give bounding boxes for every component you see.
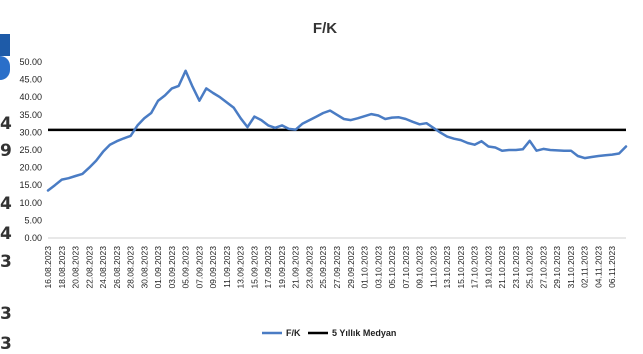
x-tick-label: 17.09.2023: [263, 246, 273, 289]
x-tick-label: 19.10.2023: [483, 246, 493, 289]
legend-label-median: 5 Yıllık Medyan: [332, 328, 396, 338]
edge-fragment-6: 3: [0, 304, 12, 324]
y-tick-label: 25.00: [19, 145, 42, 155]
y-tick-label: 0.00: [24, 233, 42, 243]
edge-fragment-5: 3: [0, 252, 12, 272]
x-tick-label: 20.08.2023: [71, 246, 81, 289]
x-tick-label: 27.10.2023: [538, 246, 548, 289]
x-tick-label: 13.10.2023: [442, 246, 452, 289]
series-line-fk: [46, 69, 628, 192]
y-tick-label: 45.00: [19, 75, 42, 85]
y-tick-label: 40.00: [19, 92, 42, 102]
edge-fragment-4: 4: [0, 224, 12, 244]
edge-color-block-2: [0, 56, 10, 80]
x-tick-label: 23.10.2023: [511, 246, 521, 289]
x-tick-label: 29.10.2023: [552, 246, 562, 289]
y-tick-label: 50.00: [19, 57, 42, 67]
x-tick-label: 25.10.2023: [525, 246, 535, 289]
x-tick-label: 09.10.2023: [415, 246, 425, 289]
x-tick-label: 21.10.2023: [497, 246, 507, 289]
x-tick-label: 11.10.2023: [428, 246, 438, 288]
x-tick-label: 23.09.2023: [304, 246, 314, 289]
x-tick-label: 21.09.2023: [291, 246, 301, 289]
x-tick-label: 17.10.2023: [470, 246, 480, 289]
x-tick-label: 05.10.2023: [387, 246, 397, 289]
x-tick-label: 09.09.2023: [208, 246, 218, 289]
y-tick-label: 35.00: [19, 110, 42, 120]
y-tick-label: 30.00: [19, 127, 42, 137]
x-tick-label: 07.09.2023: [194, 246, 204, 289]
x-tick-label: 03.10.2023: [373, 246, 383, 289]
x-tick-label: 07.10.2023: [401, 246, 411, 289]
edge-color-block: [0, 34, 10, 56]
chart-legend: F/K 5 Yıllık Medyan: [262, 328, 396, 338]
x-tick-label: 03.09.2023: [167, 246, 177, 289]
x-tick-label: 26.08.2023: [112, 246, 122, 289]
x-tick-label: 05.09.2023: [181, 246, 191, 289]
legend-label-fk: F/K: [286, 328, 301, 338]
x-tick-label: 28.08.2023: [126, 246, 136, 289]
y-tick-label: 20.00: [19, 163, 42, 173]
x-tick-label: 06.11.2023: [607, 246, 617, 288]
x-tick-label: 01.09.2023: [153, 246, 163, 289]
x-tick-label: 11.09.2023: [222, 246, 232, 288]
x-tick-label: 04.11.2023: [593, 246, 603, 288]
x-tick-label: 31.10.2023: [566, 246, 576, 289]
chart-title: F/K: [313, 20, 337, 37]
x-tick-label: 30.08.2023: [139, 246, 149, 289]
x-tick-label: 13.09.2023: [236, 246, 246, 289]
plot-area: [46, 69, 628, 192]
x-tick-label: 02.11.2023: [580, 246, 590, 288]
x-tick-label: 18.08.2023: [57, 246, 67, 289]
edge-fragment-7: 3: [0, 334, 12, 354]
y-tick-label: 15.00: [19, 180, 42, 190]
x-tick-label: 16.08.2023: [43, 246, 53, 289]
y-tick-label: 10.00: [19, 198, 42, 208]
x-tick-label: 15.10.2023: [456, 246, 466, 289]
edge-fragment-3: 4: [0, 194, 12, 214]
edge-fragment-1: 4: [0, 114, 12, 134]
x-tick-label: 19.09.2023: [277, 246, 287, 289]
x-tick-label: 24.08.2023: [98, 246, 108, 289]
x-tick-label: 27.09.2023: [332, 246, 342, 289]
y-tick-label: 5.00: [24, 215, 42, 225]
x-tick-label: 22.08.2023: [84, 246, 94, 289]
x-tick-label: 01.10.2023: [360, 246, 370, 289]
left-edge-strip: 4 9 4 4 3 3 3: [0, 0, 14, 354]
edge-fragment-2: 9: [0, 141, 12, 161]
x-tick-label: 25.09.2023: [318, 246, 328, 289]
y-axis: 0.00 5.00 10.00 15.00 20.00 25.00 30.00 35.00 40…: [19, 57, 42, 243]
x-tick-label: 15.09.2023: [249, 246, 259, 289]
x-tick-label: 29.09.2023: [346, 246, 356, 289]
x-axis: 16.08.2023 18.08.2023 20.08.2023 22.08.2023…: [43, 237, 626, 289]
